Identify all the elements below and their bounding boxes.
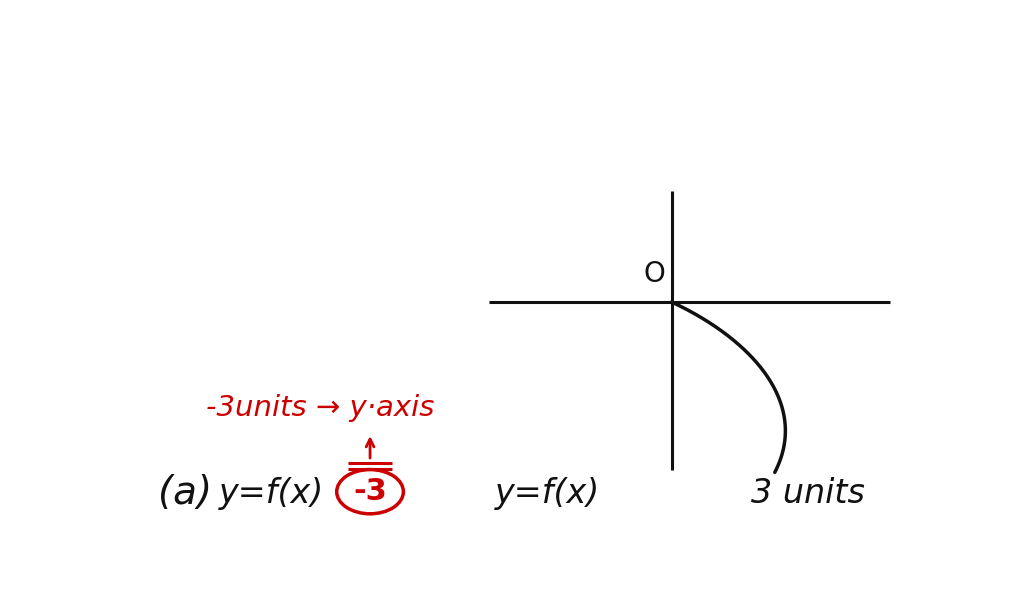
Text: 3 units: 3 units (751, 477, 865, 509)
Text: -3: -3 (353, 477, 387, 506)
Text: -3units → y·axis: -3units → y·axis (206, 394, 434, 422)
Text: y=f(x): y=f(x) (495, 477, 600, 509)
Text: y=f(x): y=f(x) (219, 477, 325, 509)
Text: (a): (a) (158, 474, 212, 512)
Text: O: O (643, 260, 665, 288)
